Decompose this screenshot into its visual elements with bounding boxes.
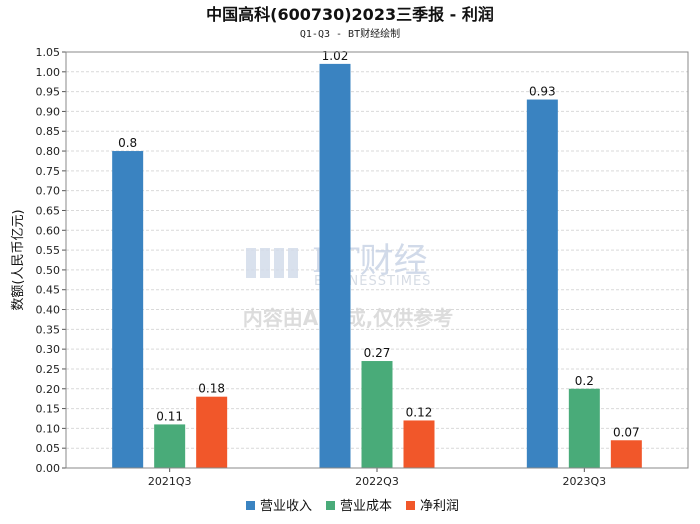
y-axis-label: 数额(人民币亿元) (11, 209, 26, 310)
data-label: 0.18 (198, 382, 225, 396)
y-tick-labels: 0.00 0.05 0.10 0.15 0.20 0.25 0.30 0.35 0.40 0.45… (36, 46, 61, 475)
y-tick-label: 0.85 (36, 125, 61, 138)
y-tick-label: 0.25 (36, 363, 61, 376)
data-label: 0.27 (364, 346, 391, 360)
watermark-logo-icon (246, 248, 298, 278)
legend-label: 营业收入 (260, 499, 312, 514)
data-label: 0.07 (613, 425, 640, 439)
data-label: 1.02 (322, 49, 349, 63)
data-label: 0.8 (118, 136, 137, 150)
legend-label: 营业成本 (340, 499, 392, 514)
y-tick-label: 0.55 (36, 244, 61, 257)
y-tick-label: 0.75 (36, 165, 61, 178)
y-tick-label: 0.65 (36, 204, 61, 217)
y-tick-label: 0.40 (36, 304, 61, 317)
y-tick-label: 0.00 (36, 462, 61, 475)
x-tick-labels: 2021Q3 2022Q3 2023Q3 (148, 468, 606, 488)
bar (196, 396, 228, 468)
y-tick-label: 0.10 (36, 422, 61, 435)
y-tick-label: 0.95 (36, 86, 61, 99)
bar (403, 420, 435, 468)
y-tick-label: 0.50 (36, 264, 61, 277)
bar (361, 361, 393, 468)
legend-label: 净利润 (420, 499, 459, 514)
plot-border (65, 51, 689, 469)
x-tick-label: 2021Q3 (148, 475, 192, 488)
y-tick-label: 0.70 (36, 185, 61, 198)
bar (319, 63, 351, 469)
bar (526, 99, 558, 469)
y-tick-label: 0.15 (36, 403, 61, 416)
bar (568, 388, 600, 468)
y-tick-label: 0.90 (36, 105, 61, 118)
y-tick-label: 0.35 (36, 323, 61, 336)
x-tick-label: 2023Q3 (563, 475, 607, 488)
legend-swatch (326, 501, 335, 510)
y-tick-label: 0.60 (36, 224, 61, 237)
data-label: 0.93 (529, 85, 556, 99)
data-label: 0.11 (156, 409, 183, 423)
bar (112, 151, 144, 469)
legend-swatch (406, 501, 415, 510)
chart-subtitle: Q1-Q3 - BT财经绘制 (300, 27, 400, 40)
chart-title: 中国高科(600730)2023三季报 - 利润 (206, 5, 494, 24)
x-tick-label: 2022Q3 (355, 475, 399, 488)
data-label: 0.12 (406, 405, 433, 419)
legend-swatch (246, 501, 255, 510)
bars-group (112, 63, 642, 469)
y-tick-label: 0.45 (36, 284, 61, 297)
bar (154, 424, 186, 468)
y-tick-label: 0.05 (36, 442, 61, 455)
legend: 营业收入 营业成本 净利润 (246, 499, 459, 514)
y-tick-label: 0.20 (36, 383, 61, 396)
y-tick-label: 0.30 (36, 343, 61, 356)
data-label: 0.2 (575, 374, 594, 388)
y-tick-label: 1.00 (36, 66, 61, 79)
plot-frame (65, 51, 689, 469)
y-tick-label: 0.80 (36, 145, 61, 158)
bar (610, 440, 642, 468)
y-tick-label: 1.05 (36, 46, 61, 59)
